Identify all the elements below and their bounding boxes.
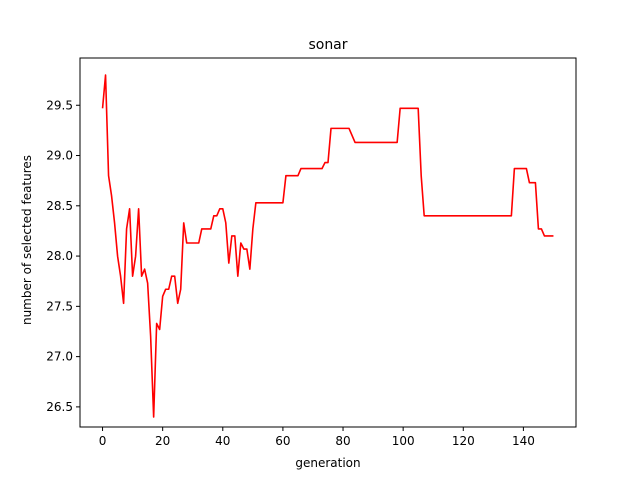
x-tick-label: 140 (512, 434, 535, 448)
x-tick-label: 20 (155, 434, 170, 448)
y-tick-label: 28.5 (46, 199, 73, 213)
y-tick-label: 26.5 (46, 400, 73, 414)
y-tick-label: 27.0 (46, 350, 73, 364)
x-tick-label: 0 (99, 434, 107, 448)
y-tick-label: 29.0 (46, 149, 73, 163)
x-tick-label: 100 (392, 434, 415, 448)
x-axis: 0 20 40 60 80 100 120 140 (99, 427, 535, 448)
plot-area (79, 57, 577, 428)
y-tick-label: 28.0 (46, 249, 73, 263)
chart-title: sonar (308, 37, 347, 53)
y-tick-label: 27.5 (46, 299, 73, 313)
series-line-0 (101, 74, 554, 418)
x-tick-label: 80 (335, 434, 350, 448)
y-axis-label: number of selected features (20, 155, 34, 325)
plot-frame (79, 57, 577, 428)
x-tick-label: 60 (275, 434, 290, 448)
x-axis-label: generation (295, 456, 360, 470)
x-tick-label: 40 (215, 434, 230, 448)
y-tick-label: 29.5 (46, 98, 73, 112)
y-axis: 26.5 27.0 27.5 28.0 28.5 29.0 29.5 (46, 98, 80, 414)
x-tick-label: 120 (452, 434, 475, 448)
